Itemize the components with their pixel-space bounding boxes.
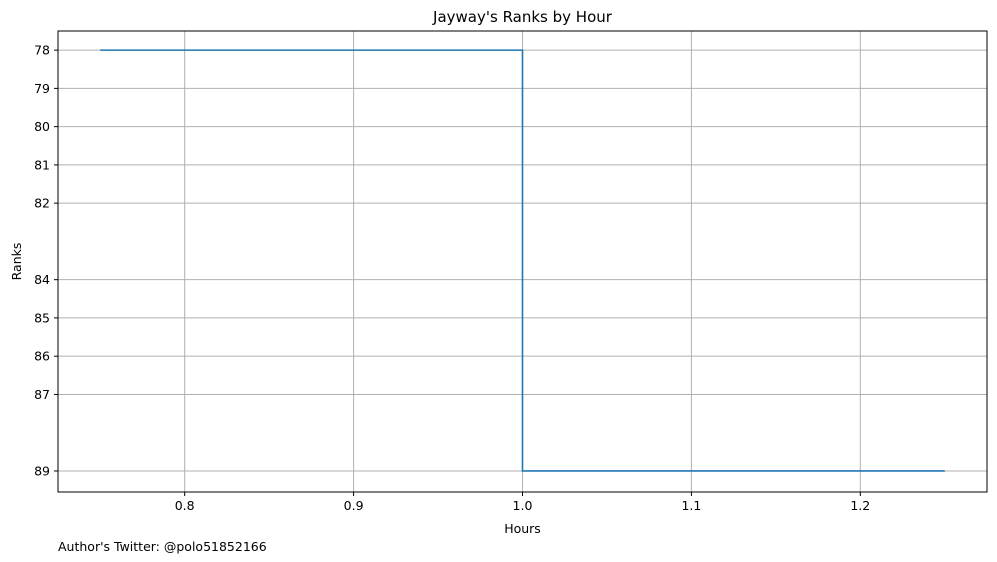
y-tick-label: 79 (34, 81, 50, 96)
series-line (100, 49, 945, 472)
x-tick-label: 1.0 (513, 498, 533, 513)
y-tick-label: 78 (34, 43, 50, 58)
y-tick-label: 82 (34, 196, 50, 211)
x-tick-label: 1.2 (850, 498, 870, 513)
x-tick-label: 0.8 (175, 498, 195, 513)
y-axis-label: Ranks (9, 243, 24, 281)
footer-note: Author's Twitter: @polo51852166 (58, 539, 267, 554)
y-tick-label: 84 (34, 272, 50, 287)
y-tick-label: 87 (34, 387, 50, 402)
y-tick-label: 86 (34, 349, 50, 364)
x-tick-label: 1.1 (681, 498, 701, 513)
series-layer (100, 49, 945, 472)
y-tick-label: 81 (34, 157, 50, 172)
y-tick-label: 80 (34, 119, 50, 134)
x-axis-label: Hours (504, 521, 541, 536)
chart-title: Jayway's Ranks by Hour (432, 8, 613, 26)
x-tick-label: 0.9 (344, 498, 364, 513)
y-tick-label: 89 (34, 463, 50, 478)
ticks: 0.8 0.9 1.0 1.1 1.2 78 79 80 81 82 84 85 86 87 89 (34, 43, 870, 513)
y-tick-label: 85 (34, 310, 50, 325)
